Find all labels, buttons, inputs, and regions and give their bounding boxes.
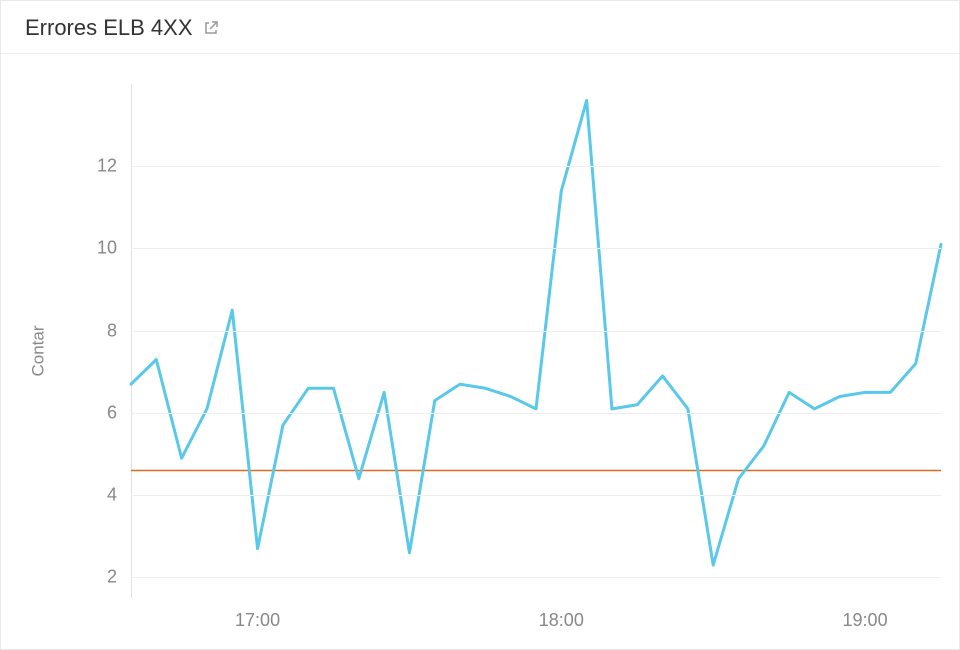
y-tick-label: 12 [97, 156, 117, 177]
x-tick-label: 17:00 [235, 610, 280, 631]
popout-icon[interactable] [203, 20, 219, 36]
x-tick-label: 18:00 [539, 610, 584, 631]
gridline [131, 248, 941, 249]
gridline [131, 577, 941, 578]
gridline [131, 495, 941, 496]
gridline [131, 331, 941, 332]
y-tick-label: 2 [107, 567, 117, 588]
y-tick-label: 10 [97, 238, 117, 259]
chart-title: Errores ELB 4XX [25, 15, 193, 41]
x-tick-label: 19:00 [843, 610, 888, 631]
y-tick-label: 8 [107, 320, 117, 341]
gridline [131, 413, 941, 414]
y-tick-label: 6 [107, 402, 117, 423]
y-tick-label: 4 [107, 485, 117, 506]
y-axis-label: Contar [29, 325, 49, 376]
chart-svg [131, 84, 941, 598]
chart-body: Contar 2468101217:0018:0019:00 [1, 54, 959, 648]
chart-header: Errores ELB 4XX [1, 1, 959, 54]
plot-area: 2468101217:0018:0019:00 [131, 84, 941, 598]
gridline [131, 166, 941, 167]
chart-panel: Errores ELB 4XX Contar 2468101217:0018:0… [0, 0, 960, 650]
